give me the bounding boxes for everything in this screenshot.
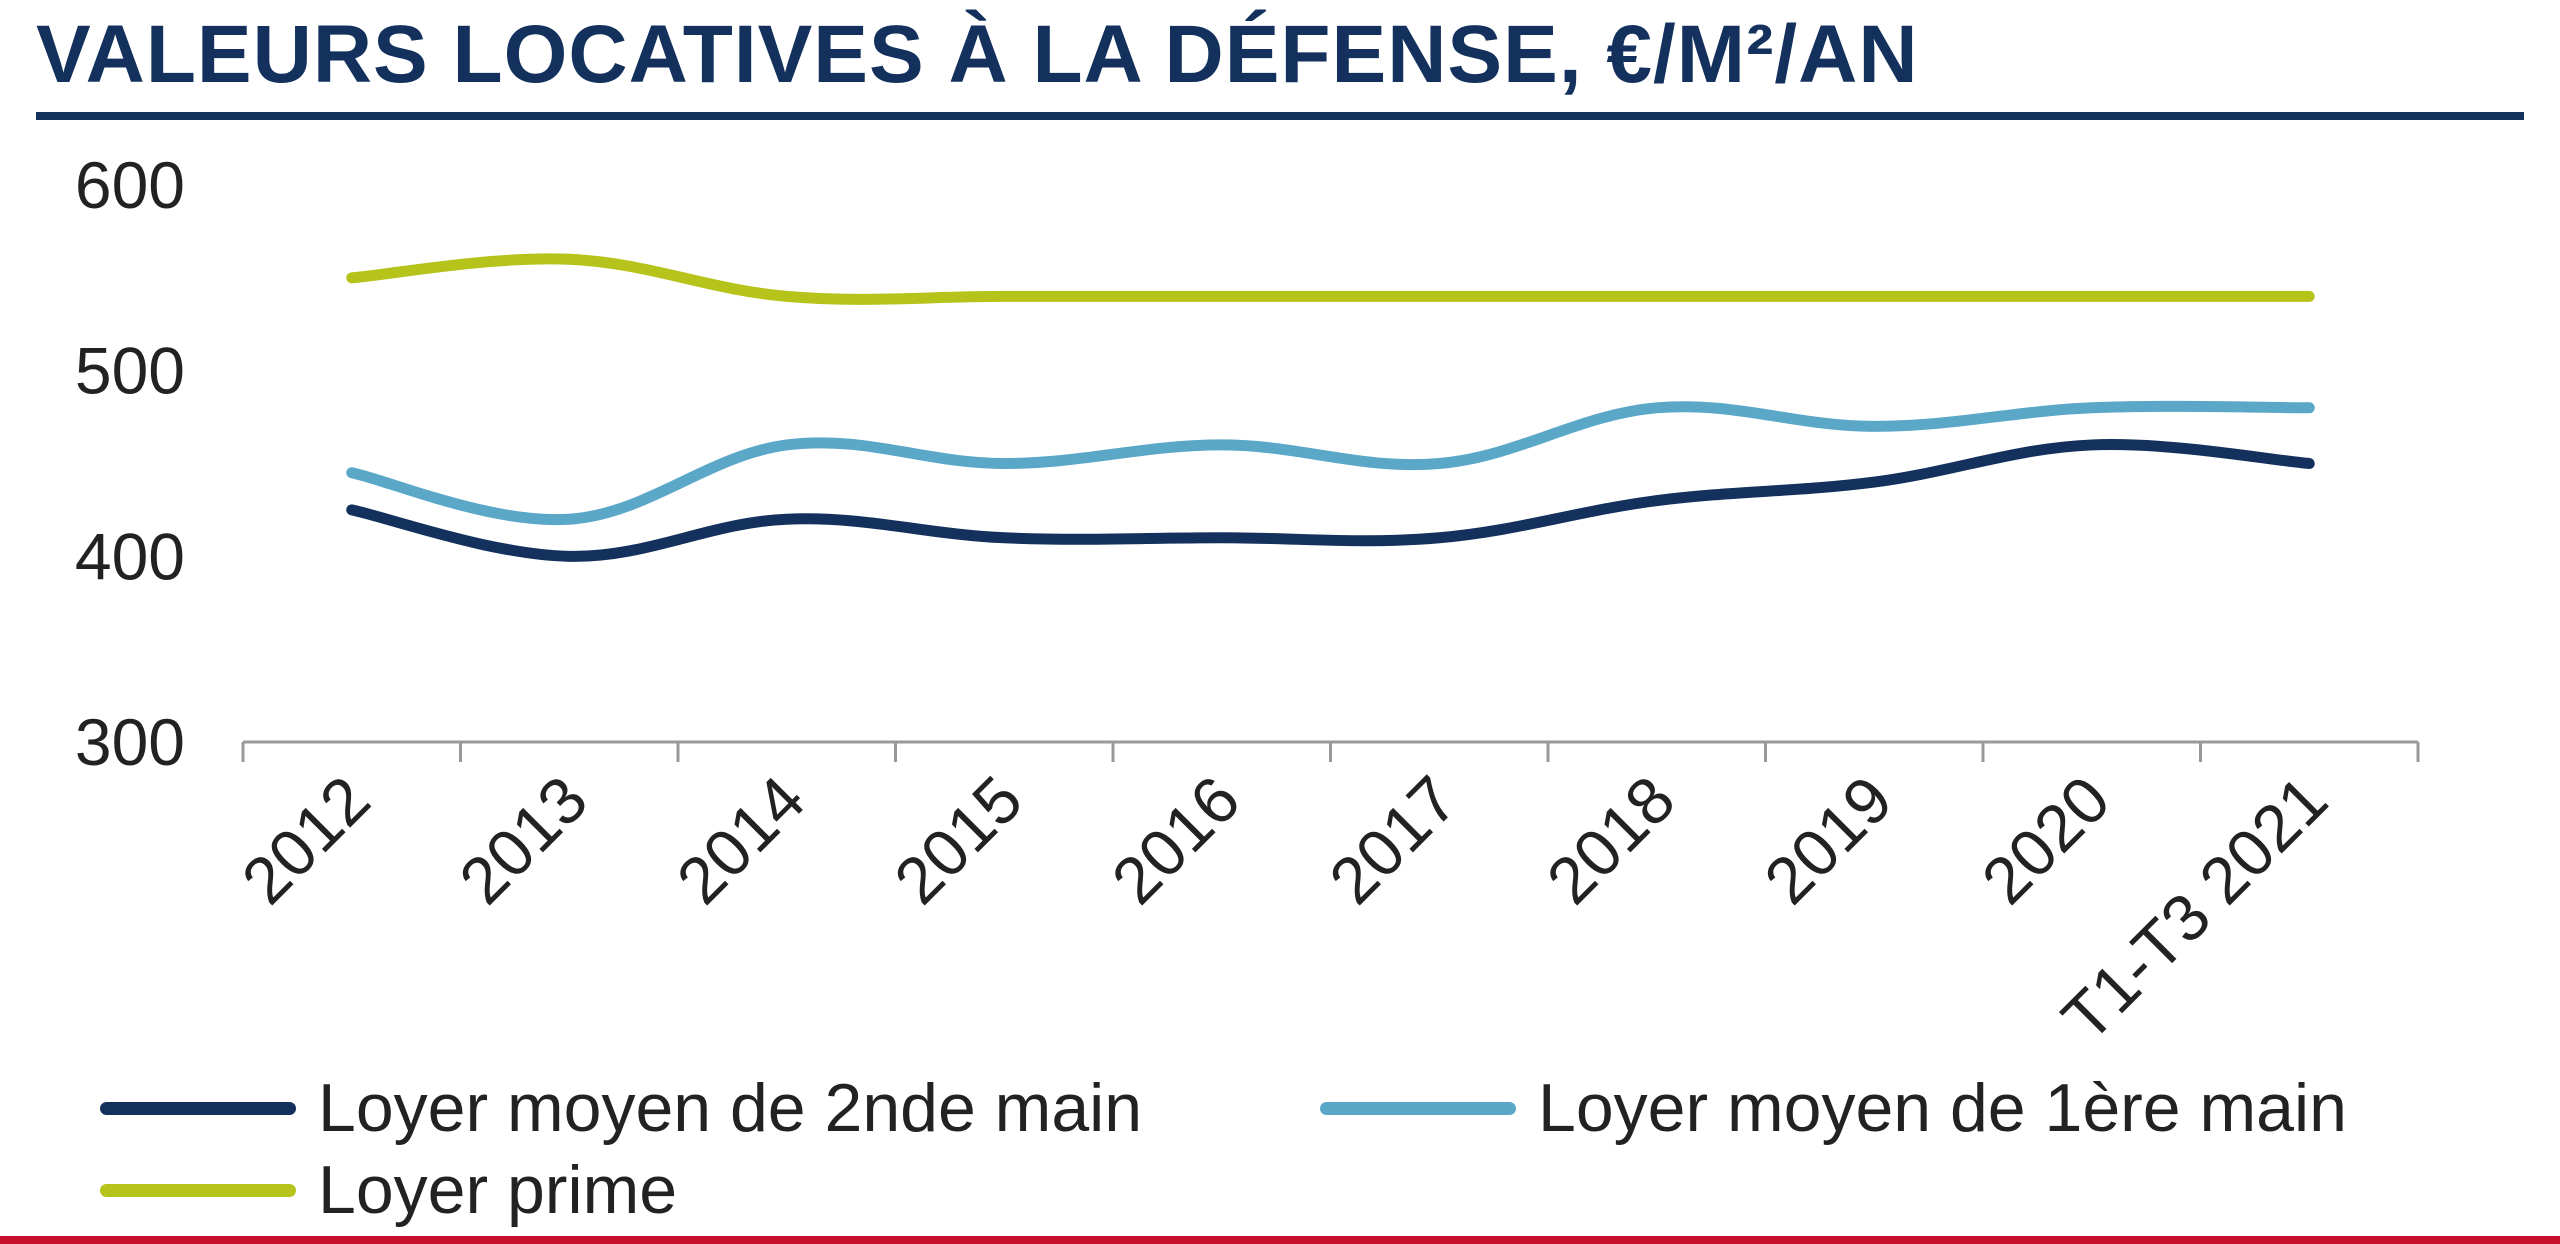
legend-swatch-1ere-main: [1320, 1101, 1516, 1115]
x-tick-label: 2020: [1968, 762, 2124, 918]
series-line-2nde-main: [346, 439, 2315, 562]
x-tick-label: 2014: [663, 762, 819, 918]
y-tick-label: 300: [75, 705, 185, 779]
title-underline: [36, 112, 2524, 120]
series-line-prime: [346, 253, 2315, 305]
legend-label-2nde-main: Loyer moyen de 2nde main: [318, 1070, 1143, 1146]
x-tick-label: 2017: [1315, 762, 1471, 918]
legend-item-1ere-main: Loyer moyen de 1ère main: [1320, 1068, 2347, 1148]
legend-swatch-prime: [100, 1183, 296, 1197]
axis-layer: [241, 740, 2420, 762]
line-chart: 300 400 500 600 2012 2013 2014 2015 2016 2017 2018…: [75, 148, 2420, 1055]
x-tick-label: 2013: [445, 762, 601, 918]
y-tick-label: 500: [75, 334, 185, 408]
x-tick-label: 2016: [1098, 762, 1254, 918]
legend-label-1ere-main: Loyer moyen de 1ère main: [1538, 1070, 2347, 1146]
x-tick-label: 2018: [1533, 762, 1689, 918]
tick-layer: 300 400 500 600 2012 2013 2014 2015 2016 2017 2018…: [75, 148, 2341, 1055]
bottom-border: [0, 1236, 2560, 1244]
series-line-1ere-main: [346, 400, 2315, 526]
y-tick-label: 600: [75, 148, 185, 222]
legend-item-prime: Loyer prime: [100, 1150, 677, 1230]
y-tick-label: 400: [75, 519, 185, 593]
x-tick-label: 2019: [1750, 762, 1906, 918]
legend-swatch-2nde-main: [100, 1101, 296, 1115]
x-tick-label: 2015: [880, 762, 1036, 918]
chart-legend: Loyer moyen de 2nde main Loyer moyen de …: [100, 1068, 2520, 1238]
legend-item-2nde-main: Loyer moyen de 2nde main: [100, 1068, 1142, 1148]
series-layer: [346, 253, 2315, 562]
chart-title: VALEURS LOCATIVES À LA DÉFENSE, €/M²/AN: [36, 9, 1919, 100]
legend-label-prime: Loyer prime: [318, 1152, 678, 1228]
x-tick-label: 2012: [228, 762, 384, 918]
